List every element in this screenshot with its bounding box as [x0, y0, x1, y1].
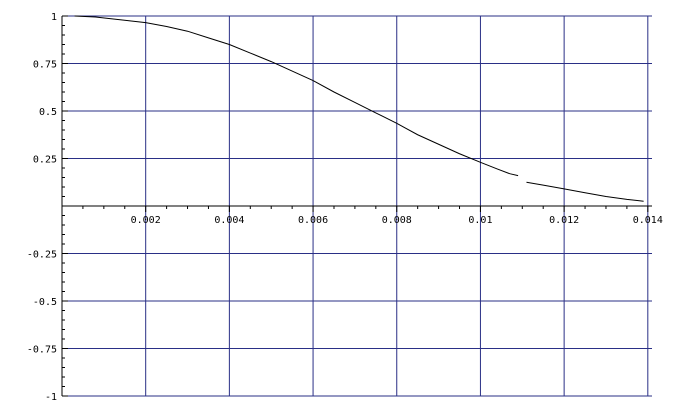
y-tick-label: 0.75 — [33, 60, 57, 71]
x-tick-label: 0.002 — [131, 215, 161, 226]
y-tick-label: 0.25 — [33, 155, 57, 166]
x-tick-label: 0.012 — [549, 215, 579, 226]
y-tick-label: -0.25 — [27, 250, 57, 261]
x-tick-label: 0.014 — [633, 215, 663, 226]
x-tick-label: 0.006 — [298, 215, 328, 226]
y-tick-label: 0.5 — [39, 107, 57, 118]
y-tick-label: 1 — [51, 12, 57, 23]
y-tick-label: -1 — [45, 392, 57, 402]
y-tick-label: -0.5 — [33, 297, 57, 308]
tick-labels: 0.002 0.004 0.006 0.008 0.01 0.012 0.014 1 0.75 0… — [27, 12, 663, 402]
axes — [61, 15, 652, 397]
x-tick-label: 0.01 — [468, 215, 492, 226]
series-line-2 — [526, 181, 644, 202]
y-tick-label: -0.75 — [27, 345, 57, 356]
x-tick-label: 0.004 — [214, 215, 244, 226]
series — [74, 15, 644, 202]
x-tick-label: 0.008 — [382, 215, 412, 226]
series-line-1 — [74, 15, 519, 177]
